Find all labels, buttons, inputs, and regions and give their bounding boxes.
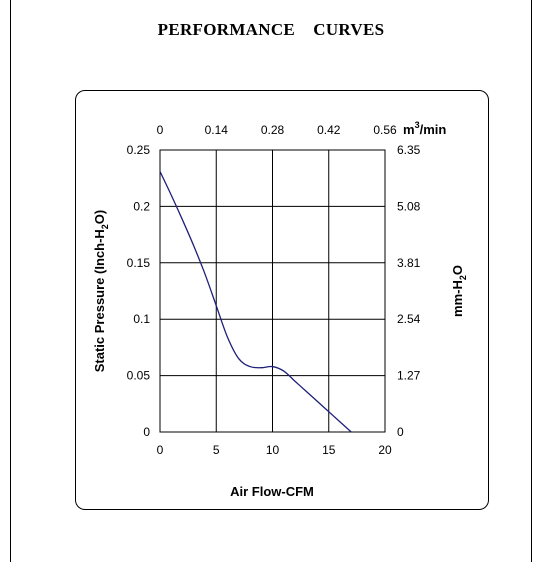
tick-labels: 0 5 10 15 20 0 0.14 0.28 0.42 0.56 0 0.05 0.1 0.15 0.2…: [127, 123, 421, 457]
page-border-right: [531, 0, 532, 562]
grid-lines: [160, 150, 385, 432]
x-tick-label: 20: [378, 443, 392, 457]
page-title: PERFORMANCE CURVES: [157, 20, 385, 39]
y-tick-label-left: 0.1: [133, 312, 150, 326]
y-tick-label-left: 0.05: [127, 369, 151, 383]
x-tick-label: 5: [213, 443, 220, 457]
x-tick-label: 0: [157, 443, 164, 457]
top-axis-unit-sup: 3: [415, 120, 420, 130]
x-axis-title: Air Flow-CFM: [230, 484, 314, 499]
y-tick-label-right: 0: [397, 425, 404, 439]
top-axis-unit: m3/min: [403, 120, 446, 137]
y-axis-title-right-sub: 2: [458, 275, 468, 280]
y-tick-label-left: 0.2: [133, 199, 150, 213]
y-axis-title-left-tail: O): [92, 210, 107, 224]
chart-frame: [75, 90, 489, 510]
y-axis-title-right-main: mm-H: [450, 280, 465, 317]
y-tick-label-left: 0: [143, 425, 150, 439]
y-axis-title-left: Static Pressure (Inch-H2O): [92, 210, 110, 373]
y-tick-label-right: 3.81: [397, 256, 421, 270]
top-x-tick-label: 0.56: [373, 123, 397, 137]
y-axis-title-right-tail: O: [450, 265, 465, 275]
top-axis-unit-tail: /min: [420, 122, 447, 137]
top-x-tick-label: 0.14: [205, 123, 229, 137]
top-x-tick-label: 0.28: [261, 123, 285, 137]
y-axis-title-left-sub: 2: [100, 224, 110, 229]
series-line: [159, 171, 352, 433]
y-tick-label-left: 0.15: [127, 256, 151, 270]
top-x-tick-label: 0.42: [317, 123, 341, 137]
page-border-left: [10, 0, 11, 562]
y-tick-label-right: 6.35: [397, 143, 421, 157]
y-tick-label-left: 0.25: [127, 143, 151, 157]
y-axis-title-left-main: Static Pressure (Inch-H: [92, 229, 107, 372]
top-axis-unit-main: m: [403, 122, 415, 137]
y-tick-label-right: 2.54: [397, 312, 421, 326]
x-tick-label: 10: [266, 443, 280, 457]
x-tick-label: 15: [322, 443, 336, 457]
y-axis-title-right: mm-H2O: [450, 265, 468, 317]
top-x-tick-label: 0: [157, 123, 164, 137]
y-tick-label-right: 5.08: [397, 199, 421, 213]
y-tick-label-right: 1.27: [397, 369, 421, 383]
